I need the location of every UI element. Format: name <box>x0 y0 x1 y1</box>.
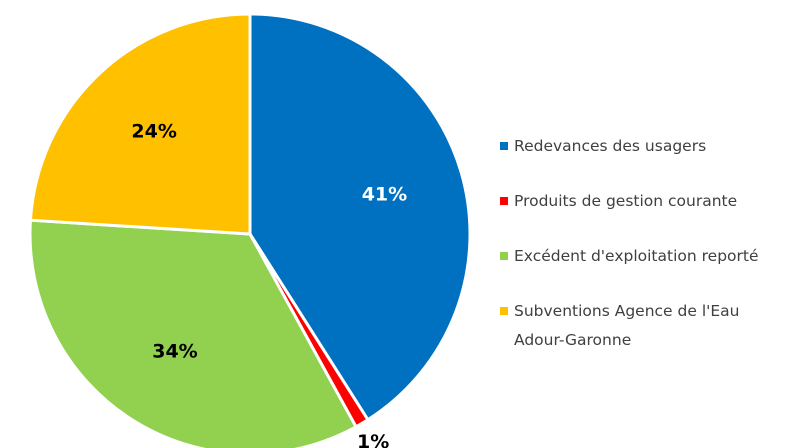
legend-swatch <box>500 197 508 205</box>
slice-label: 41% <box>362 183 407 205</box>
pie-slice <box>28 218 358 448</box>
pie-slice <box>28 12 252 236</box>
legend-swatch <box>500 142 508 150</box>
legend-label: Excédent d'exploitation reporté <box>514 247 759 265</box>
slice-label: 34% <box>152 341 197 363</box>
legend-swatch <box>500 252 508 260</box>
slice-label: 24% <box>131 120 176 142</box>
slice-label: 1% <box>357 431 389 448</box>
legend-label: Subventions Agence de l'Eau Adour-Garonne <box>514 302 740 349</box>
legend-swatch <box>500 307 508 315</box>
legend-label: Redevances des usagers <box>514 137 706 155</box>
legend-label: Produits de gestion courante <box>514 192 737 210</box>
